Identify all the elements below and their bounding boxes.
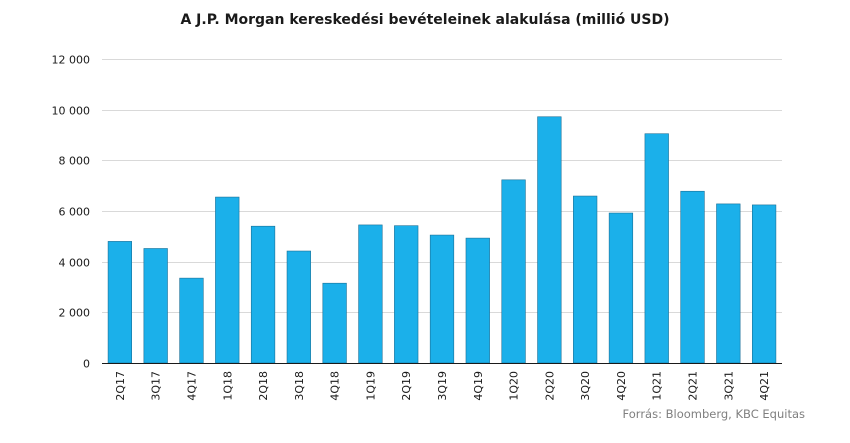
x-tick-label: 3Q18 xyxy=(293,371,306,401)
y-tick-label: 12 000 xyxy=(52,54,91,67)
bar xyxy=(465,237,490,364)
bar xyxy=(573,195,598,364)
y-axis-ticks: 0 2 000 4 000 6 000 8 000 10 000 12 000 xyxy=(52,54,91,371)
y-tick-label: 6 000 xyxy=(59,206,91,219)
bar xyxy=(143,248,168,364)
x-tick-label: 1Q21 xyxy=(651,371,664,401)
x-tick-label: 1Q19 xyxy=(364,371,377,401)
y-tick-label: 4 000 xyxy=(59,257,91,270)
y-tick-label: 0 xyxy=(83,358,90,371)
bar xyxy=(250,225,276,364)
x-tick-label: 3Q17 xyxy=(150,371,163,401)
bar xyxy=(608,212,634,364)
x-tick-label: 4Q20 xyxy=(615,371,628,401)
x-tick-label: 3Q21 xyxy=(722,371,735,401)
y-tick-label: 10 000 xyxy=(52,105,91,118)
bar xyxy=(537,116,562,364)
x-tick-label: 1Q18 xyxy=(221,371,234,401)
x-tick-label: 2Q20 xyxy=(543,371,556,401)
source-note: Forrás: Bloomberg, KBC Equitas xyxy=(623,407,805,421)
chart-title: A J.P. Morgan kereskedési bevételeinek a… xyxy=(180,12,669,28)
bar xyxy=(215,196,240,364)
x-tick-label: 2Q17 xyxy=(114,371,127,401)
x-tick-label: 2Q19 xyxy=(400,371,413,401)
bar xyxy=(286,250,311,364)
bars xyxy=(107,116,777,364)
bar xyxy=(501,179,526,364)
bar xyxy=(322,282,347,364)
x-tick-label: 4Q21 xyxy=(758,371,771,401)
x-tick-label: 1Q20 xyxy=(508,371,521,401)
x-tick-label: 4Q19 xyxy=(472,371,485,401)
bar xyxy=(358,224,383,364)
y-tick-label: 8 000 xyxy=(59,155,91,168)
x-tick-label: 2Q21 xyxy=(687,371,700,401)
bar xyxy=(716,203,741,364)
bar xyxy=(644,133,669,364)
bar xyxy=(751,204,777,364)
x-tick-label: 3Q20 xyxy=(579,371,592,401)
x-axis-ticks: 2Q17 3Q17 4Q17 1Q18 2Q18 3Q18 4Q18 1Q19 2Q19 3Q19… xyxy=(114,371,771,401)
bar xyxy=(107,241,133,364)
y-tick-label: 2 000 xyxy=(59,307,91,320)
bar xyxy=(394,225,419,364)
x-tick-label: 3Q19 xyxy=(436,371,449,401)
bar xyxy=(179,277,204,364)
bar xyxy=(429,234,455,364)
x-tick-label: 2Q18 xyxy=(257,371,270,401)
bar xyxy=(680,190,705,364)
x-tick-label: 4Q18 xyxy=(329,371,342,401)
x-tick-label: 4Q17 xyxy=(185,371,198,401)
